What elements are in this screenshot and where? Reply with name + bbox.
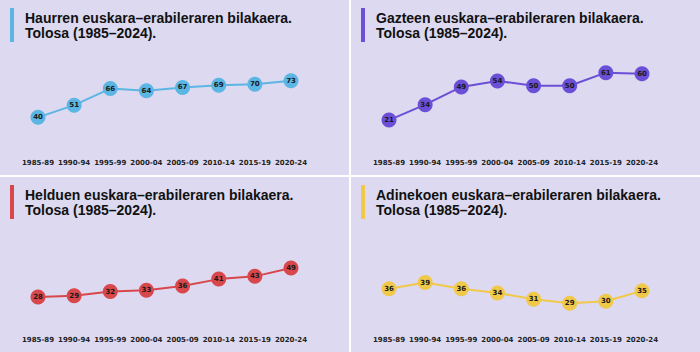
svg-text:2000-04: 2000-04 <box>481 336 513 344</box>
svg-text:36: 36 <box>178 282 188 290</box>
svg-text:Helduen euskara–erabileraren b: Helduen euskara–erabileraren bilakaera. <box>25 187 293 203</box>
svg-text:2010-14: 2010-14 <box>554 159 586 167</box>
svg-text:2010-14: 2010-14 <box>554 336 586 344</box>
svg-text:29: 29 <box>565 299 575 307</box>
svg-text:Haurren euskara–erabileraren b: Haurren euskara–erabileraren bilakaera. <box>25 10 292 26</box>
svg-text:2010-14: 2010-14 <box>203 336 235 344</box>
svg-text:43: 43 <box>250 272 260 280</box>
svg-text:Tolosa (1985–2024).: Tolosa (1985–2024). <box>376 202 507 218</box>
svg-text:2005-09: 2005-09 <box>167 336 199 344</box>
svg-text:60: 60 <box>637 70 647 78</box>
svg-text:40: 40 <box>33 113 43 121</box>
svg-text:35: 35 <box>637 287 647 295</box>
svg-text:Tolosa (1985–2024).: Tolosa (1985–2024). <box>25 202 156 218</box>
svg-text:2000-04: 2000-04 <box>130 336 162 344</box>
svg-text:2020-24: 2020-24 <box>626 159 658 167</box>
svg-text:1990-94: 1990-94 <box>409 159 441 167</box>
svg-text:Tolosa (1985–2024).: Tolosa (1985–2024). <box>25 25 156 41</box>
svg-text:54: 54 <box>493 77 503 85</box>
svg-text:69: 69 <box>214 81 224 89</box>
svg-text:36: 36 <box>456 285 466 293</box>
svg-text:34: 34 <box>493 289 503 297</box>
svg-text:49: 49 <box>456 83 466 91</box>
svg-text:1985-89: 1985-89 <box>22 336 54 344</box>
svg-text:Tolosa (1985–2024).: Tolosa (1985–2024). <box>376 25 507 41</box>
svg-text:29: 29 <box>69 292 79 300</box>
svg-text:1995-99: 1995-99 <box>445 336 477 344</box>
svg-text:66: 66 <box>105 85 115 93</box>
svg-text:33: 33 <box>142 286 152 294</box>
svg-text:36: 36 <box>384 285 394 293</box>
svg-text:73: 73 <box>286 77 296 85</box>
svg-text:1985-89: 1985-89 <box>373 159 405 167</box>
svg-text:1995-99: 1995-99 <box>94 159 126 167</box>
svg-text:1990-94: 1990-94 <box>409 336 441 344</box>
svg-text:50: 50 <box>529 82 539 90</box>
svg-text:Adinekoen euskara–erabileraren: Adinekoen euskara–erabileraren bilakaera… <box>376 187 661 203</box>
svg-text:2015-19: 2015-19 <box>239 159 271 167</box>
svg-text:39: 39 <box>420 279 430 287</box>
svg-text:2005-09: 2005-09 <box>167 159 199 167</box>
svg-text:32: 32 <box>105 288 115 296</box>
svg-text:67: 67 <box>178 83 188 91</box>
svg-text:49: 49 <box>286 264 296 272</box>
svg-text:31: 31 <box>529 295 539 303</box>
svg-text:61: 61 <box>601 69 611 77</box>
svg-text:2005-09: 2005-09 <box>518 159 550 167</box>
svg-text:64: 64 <box>142 87 152 95</box>
svg-text:70: 70 <box>250 80 260 88</box>
svg-text:2000-04: 2000-04 <box>130 159 162 167</box>
svg-text:2020-24: 2020-24 <box>626 336 658 344</box>
svg-text:Gazteen euskara–erabileraren b: Gazteen euskara–erabileraren bilakaera. <box>376 10 644 26</box>
svg-text:2015-19: 2015-19 <box>239 336 271 344</box>
svg-text:41: 41 <box>214 275 224 283</box>
svg-text:30: 30 <box>601 297 611 305</box>
svg-text:1995-99: 1995-99 <box>94 336 126 344</box>
svg-text:2020-24: 2020-24 <box>275 159 307 167</box>
svg-text:1985-89: 1985-89 <box>373 336 405 344</box>
svg-text:2000-04: 2000-04 <box>481 159 513 167</box>
svg-text:2005-09: 2005-09 <box>518 336 550 344</box>
svg-text:21: 21 <box>384 116 394 124</box>
svg-text:28: 28 <box>33 293 43 301</box>
svg-text:1990-94: 1990-94 <box>58 336 90 344</box>
svg-text:2010-14: 2010-14 <box>203 159 235 167</box>
svg-text:1990-94: 1990-94 <box>58 159 90 167</box>
svg-text:34: 34 <box>420 101 430 109</box>
svg-text:1995-99: 1995-99 <box>445 159 477 167</box>
svg-text:50: 50 <box>565 82 575 90</box>
svg-text:1985-89: 1985-89 <box>22 159 54 167</box>
svg-text:2015-19: 2015-19 <box>590 336 622 344</box>
svg-text:2015-19: 2015-19 <box>590 159 622 167</box>
svg-text:51: 51 <box>69 101 79 109</box>
svg-text:2020-24: 2020-24 <box>275 336 307 344</box>
